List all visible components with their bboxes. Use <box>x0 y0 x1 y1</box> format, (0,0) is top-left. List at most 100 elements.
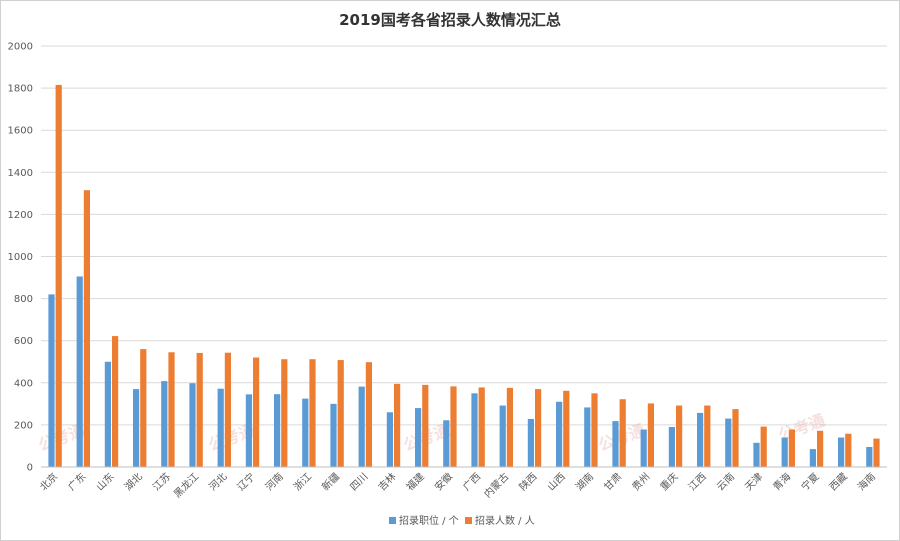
x-tick-label: 江苏 <box>150 470 173 493</box>
bar-hires-16 <box>506 387 513 467</box>
x-tick-label: 青海 <box>770 470 793 493</box>
bar-hires-25 <box>760 426 767 467</box>
bar-hires-1 <box>83 190 90 467</box>
x-tick-label: 山东 <box>93 470 116 493</box>
bar-positions-28 <box>838 437 845 467</box>
x-tick-label: 浙江 <box>291 471 314 494</box>
bar-hires-28 <box>845 433 852 467</box>
bar-positions-7 <box>245 394 252 467</box>
bar-hires-26 <box>788 429 795 467</box>
y-tick-label: 400 <box>14 378 33 389</box>
bar-hires-11 <box>365 362 372 467</box>
x-tick-label: 甘肃 <box>601 470 624 493</box>
x-tick-label: 山西 <box>545 471 568 494</box>
x-tick-label: 湖北 <box>122 471 145 494</box>
y-tick-label: 2000 <box>8 42 33 53</box>
x-tick-label: 新疆 <box>319 470 342 493</box>
bar-positions-1 <box>76 276 83 467</box>
bar-hires-24 <box>732 409 739 467</box>
bar-hires-0 <box>55 84 62 467</box>
bar-positions-9 <box>302 398 309 467</box>
bar-positions-20 <box>612 421 619 467</box>
bar-positions-11 <box>358 386 365 467</box>
bar-hires-8 <box>281 359 288 467</box>
y-axis-ticks: 0 200 400 600 800 1000 1200 1400 1600 1800 2000 <box>8 42 33 474</box>
bar-hires-29 <box>873 438 880 467</box>
bar-positions-6 <box>217 388 224 467</box>
bar-positions-22 <box>668 427 675 467</box>
x-tick-label: 贵州 <box>629 470 652 493</box>
y-tick-label: 1600 <box>8 126 33 137</box>
bar-hires-21 <box>647 403 654 467</box>
bar-positions-21 <box>640 429 647 467</box>
bar-hires-5 <box>196 352 203 467</box>
x-tick-label: 辽宁 <box>234 470 257 493</box>
y-tick-label: 1400 <box>8 168 33 179</box>
bar-positions-13 <box>415 408 422 467</box>
bars <box>48 84 880 467</box>
y-tick-label: 1000 <box>8 252 33 263</box>
x-tick-label: 海南 <box>855 470 878 493</box>
bar-hires-17 <box>535 389 542 467</box>
y-tick-label: 200 <box>14 420 33 431</box>
y-tick-label: 800 <box>14 294 33 305</box>
bar-positions-16 <box>499 405 506 467</box>
bar-positions-18 <box>556 401 563 467</box>
x-axis-ticks: 北京 广东 山东 湖北 江苏 黑龙江 河北 辽宁 河南 浙江 新疆 四川 吉林 福建 安徽 广西 内蒙古 陕西 山西… <box>37 470 878 500</box>
legend-swatch <box>465 517 472 524</box>
bar-hires-7 <box>253 357 260 467</box>
chart-title: 2019国考各省招录人数情况汇总 <box>339 11 561 29</box>
x-tick-label: 福建 <box>403 470 426 493</box>
bar-positions-15 <box>471 393 478 467</box>
x-tick-label: 安徽 <box>432 470 455 493</box>
bar-positions-27 <box>809 449 816 467</box>
x-tick-label: 吉林 <box>375 470 398 493</box>
x-tick-label: 北京 <box>37 470 60 493</box>
bar-hires-9 <box>309 359 316 467</box>
bar-hires-18 <box>563 390 570 467</box>
bar-hires-27 <box>817 430 824 467</box>
bar-positions-14 <box>443 420 450 467</box>
bar-positions-3 <box>133 389 140 467</box>
bar-hires-2 <box>112 336 119 467</box>
x-tick-label: 云南 <box>714 470 737 493</box>
bar-hires-14 <box>450 386 457 467</box>
x-tick-label: 陕西 <box>516 470 539 493</box>
x-tick-label: 广东 <box>65 470 88 493</box>
bar-hires-10 <box>337 360 344 467</box>
bar-positions-29 <box>866 447 873 467</box>
bar-positions-24 <box>725 418 732 467</box>
bar-positions-23 <box>697 412 704 467</box>
y-tick-label: 0 <box>27 463 33 474</box>
x-tick-label: 黑龙江 <box>171 470 201 500</box>
x-tick-label: 四川 <box>349 471 371 493</box>
bar-hires-12 <box>394 383 401 467</box>
legend: 招录职位 / 个 招录人数 / 人 <box>389 514 535 527</box>
x-tick-label: 湖南 <box>573 470 596 493</box>
bar-positions-19 <box>584 407 591 467</box>
x-tick-label: 天津 <box>743 471 766 494</box>
x-tick-label: 内蒙古 <box>481 470 511 500</box>
y-tick-label: 1800 <box>8 84 33 95</box>
x-tick-label: 广西 <box>461 471 484 494</box>
gridlines <box>41 45 887 426</box>
bar-positions-8 <box>274 394 281 467</box>
x-tick-label: 西藏 <box>827 471 850 494</box>
bar-hires-23 <box>704 405 711 467</box>
x-tick-label: 重庆 <box>657 470 680 493</box>
bar-hires-3 <box>140 349 147 467</box>
y-tick-label: 600 <box>14 336 33 347</box>
legend-label: 招录人数 / 人 <box>475 514 535 527</box>
bar-hires-13 <box>422 384 429 467</box>
x-tick-label: 河南 <box>262 470 285 493</box>
x-tick-label: 河北 <box>207 471 230 494</box>
bar-positions-26 <box>781 437 788 467</box>
x-tick-label: 江西 <box>686 471 709 494</box>
bar-positions-5 <box>189 383 196 467</box>
legend-label: 招录职位 / 个 <box>399 514 459 527</box>
legend-swatch <box>389 517 396 524</box>
y-tick-label: 1200 <box>8 210 33 221</box>
bar-positions-25 <box>753 442 760 467</box>
bar-positions-2 <box>104 361 111 467</box>
